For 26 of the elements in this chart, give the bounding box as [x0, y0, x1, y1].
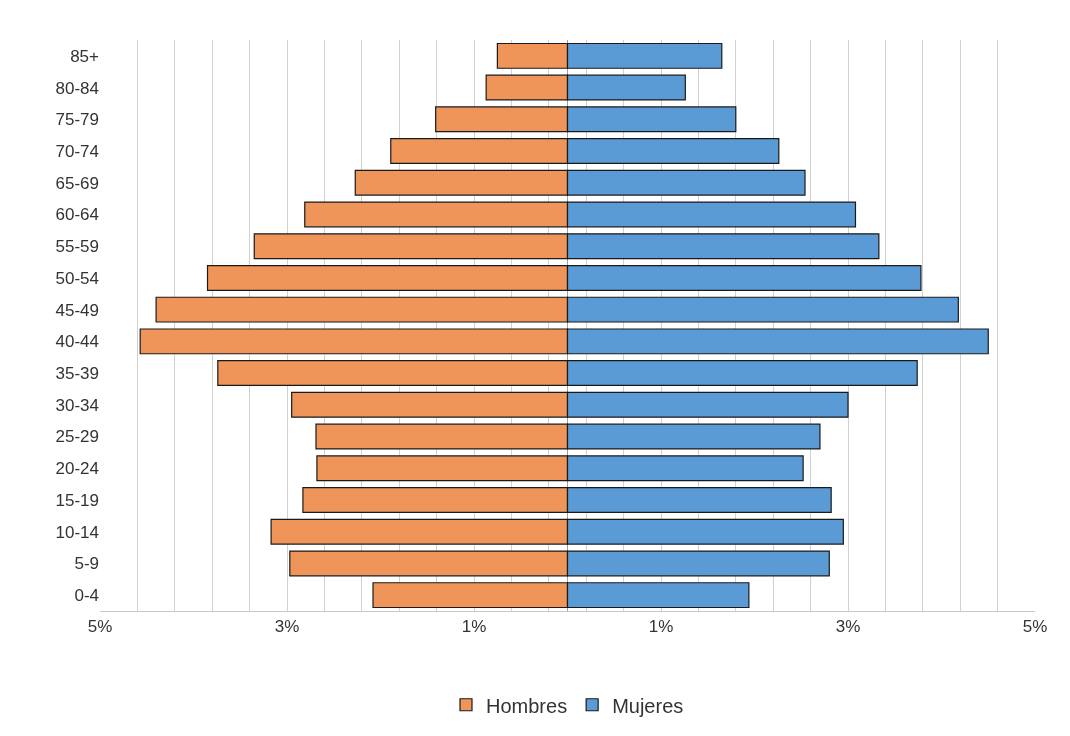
y-tick-label: 85+ — [70, 46, 100, 66]
y-tick-label: 65-69 — [55, 173, 99, 193]
x-tick-label: 5% — [1022, 617, 1048, 637]
y-tick-label: 50-54 — [55, 268, 99, 288]
x-tick-label: 3% — [274, 617, 300, 637]
y-tick-label: 80-84 — [55, 78, 99, 98]
legend-label: Hombres — [486, 694, 568, 717]
x-tick-label: 5% — [87, 617, 113, 637]
y-tick-label: 75-79 — [55, 110, 99, 130]
y-tick-label: 25-29 — [55, 427, 99, 447]
x-tick-label: 3% — [835, 617, 861, 637]
x-tick-label: 1% — [461, 617, 487, 637]
y-tick-label: 5-9 — [74, 554, 99, 574]
y-tick-label: 45-49 — [55, 300, 99, 320]
y-tick-label: 40-44 — [55, 332, 99, 352]
y-tick-label: 20-24 — [55, 459, 99, 479]
y-tick-label: 60-64 — [55, 205, 99, 225]
y-tick-label: 15-19 — [55, 490, 99, 510]
y-tick-label: 30-34 — [55, 395, 99, 415]
y-tick-label: 10-14 — [55, 522, 99, 542]
legend-label: Mujeres — [612, 694, 684, 717]
x-tick-label: 1% — [648, 617, 674, 637]
y-tick-label: 55-59 — [55, 237, 99, 257]
y-tick-label: 70-74 — [55, 141, 99, 161]
y-tick-label: 35-39 — [55, 364, 99, 384]
y-tick-label: 0-4 — [74, 586, 99, 606]
